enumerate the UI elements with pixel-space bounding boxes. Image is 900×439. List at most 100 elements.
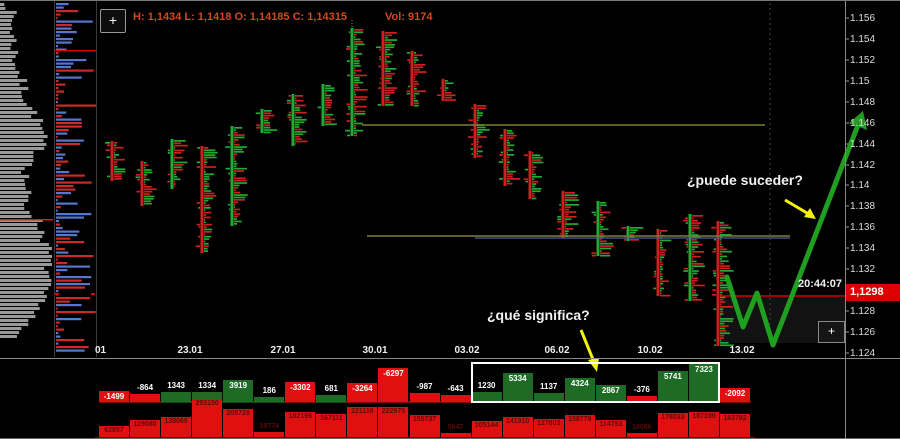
- volume-cell: [626, 432, 657, 437]
- volume-readout: Vol: 9174: [385, 11, 433, 23]
- volume-value-label: 114753: [599, 421, 623, 429]
- chart-plus-button[interactable]: +: [818, 321, 845, 343]
- volume-value-label: 119080: [133, 420, 157, 428]
- volume-value-label: 208729: [226, 409, 250, 417]
- volume-value-label: 19774: [259, 422, 279, 430]
- yellow-arrow-upper: [784, 198, 808, 215]
- delta-value-label: -3302: [290, 383, 311, 393]
- delta-cell: [720, 388, 750, 402]
- current-time-label: 20:44:07: [797, 278, 842, 290]
- candle: [255, 109, 278, 134]
- candle: [437, 79, 456, 101]
- candle: [468, 104, 490, 158]
- delta-cell: [471, 392, 502, 402]
- volume-cell: [285, 412, 316, 437]
- candle: [167, 139, 188, 189]
- delta-value-label: 2867: [601, 385, 620, 395]
- delta-value-label: 5741: [663, 372, 682, 382]
- price-axis-label: 1.138: [850, 201, 876, 212]
- annotation-puede-suceder: ¿puede suceder?: [687, 172, 803, 188]
- volume-value-label: 138069: [164, 418, 188, 426]
- delta-value-label: -643: [447, 383, 464, 393]
- current-price-badge: 1,1298: [846, 284, 900, 301]
- candle: [135, 161, 157, 206]
- candle: [225, 126, 248, 226]
- delta-value-label: 7323: [695, 365, 713, 374]
- volume-value-label: 293150: [195, 400, 219, 407]
- green-arrowhead-icon: [849, 111, 867, 130]
- delta-baseline-strip: [253, 401, 285, 403]
- delta-baseline-strip: [440, 401, 472, 403]
- delta-cell: [564, 377, 595, 402]
- delta-cell: [192, 391, 223, 402]
- delta-baseline-strip: [315, 401, 347, 403]
- yellow-arrowhead-lower-icon: [588, 358, 599, 372]
- candle: [376, 31, 398, 106]
- price-axis-label: 1.124: [850, 348, 876, 359]
- volume-cell: [192, 399, 223, 437]
- delta-cell: [378, 368, 409, 402]
- delta-baseline-strip: [129, 401, 161, 403]
- ohlc-readout: H: 1,1434 L: 1,1418 O: 1,14185 C: 1,1431…: [133, 11, 433, 23]
- volume-cell: [440, 433, 471, 437]
- volume-value-label: 182196: [288, 413, 312, 421]
- delta-cell: [502, 372, 533, 402]
- delta-value-label: 3919: [229, 380, 248, 390]
- yellow-arrow-lower: [579, 329, 596, 363]
- delta-profile-left: [54, 1, 97, 357]
- delta-cell: [688, 364, 719, 402]
- volume-value-label: 222975: [381, 408, 406, 416]
- candle: [286, 94, 308, 146]
- delta-cell: [533, 392, 564, 402]
- delta-value-label: 1137: [540, 381, 558, 391]
- volume-cell: [657, 412, 688, 437]
- volume-cell: [99, 426, 129, 437]
- volume-cell: [316, 413, 347, 437]
- volume-cell: [564, 414, 595, 437]
- delta-value-label: -2092: [724, 389, 746, 399]
- delta-value-label: -376: [633, 385, 650, 395]
- delta-cell: [347, 382, 378, 402]
- price-axis-label: 1.154: [850, 34, 876, 45]
- price-axis-label: 1.15: [850, 76, 870, 87]
- delta-value-label: 1343: [167, 380, 185, 390]
- delta-baseline-strip: [160, 401, 192, 403]
- volume-cell: [347, 407, 378, 437]
- ohlc-values: H: 1,1434 L: 1,1418 O: 1,14185 C: 1,1431…: [133, 11, 348, 23]
- volume-cell: [161, 417, 192, 437]
- price-axis-label: 1.156: [850, 13, 876, 24]
- volume-value-label: 10086: [632, 423, 652, 431]
- yellow-arrowhead-upper-icon: [804, 208, 816, 219]
- volume-cell: [688, 411, 719, 437]
- green-projection-arrow: [724, 122, 861, 348]
- date-axis-label: 30.01: [362, 345, 388, 356]
- delta-value-label: 681: [324, 383, 339, 393]
- volume-cell: [502, 416, 533, 437]
- volume-value-label: 127803: [537, 419, 561, 427]
- volume-cell: [378, 407, 409, 437]
- candle: [683, 214, 705, 301]
- price-axis-label: 1.126: [850, 327, 876, 338]
- annotation-que-significa: ¿qué significa?: [487, 307, 590, 323]
- add-instrument-button[interactable]: +: [100, 9, 126, 33]
- delta-cell: [99, 390, 129, 402]
- delta-value-label: -864: [137, 382, 154, 392]
- candle: [498, 129, 521, 186]
- volume-cell: [595, 420, 626, 437]
- candle: [523, 151, 544, 200]
- delta-cell: [285, 382, 316, 402]
- date-axis-label: 06.02: [544, 345, 570, 356]
- volume-cell: [533, 418, 564, 437]
- date-axis-label: 23.01: [177, 345, 203, 356]
- price-axis-label: 1.146: [850, 118, 876, 129]
- delta-cell: [626, 396, 657, 402]
- candle: [591, 201, 614, 257]
- delta-cell: [254, 397, 285, 402]
- delta-cell: [223, 379, 254, 402]
- candle: [195, 146, 218, 253]
- volume-value-label: 167111: [320, 414, 343, 422]
- delta-cell: [595, 384, 626, 402]
- candle: [711, 221, 734, 347]
- delta-value-label: -6297: [383, 369, 404, 379]
